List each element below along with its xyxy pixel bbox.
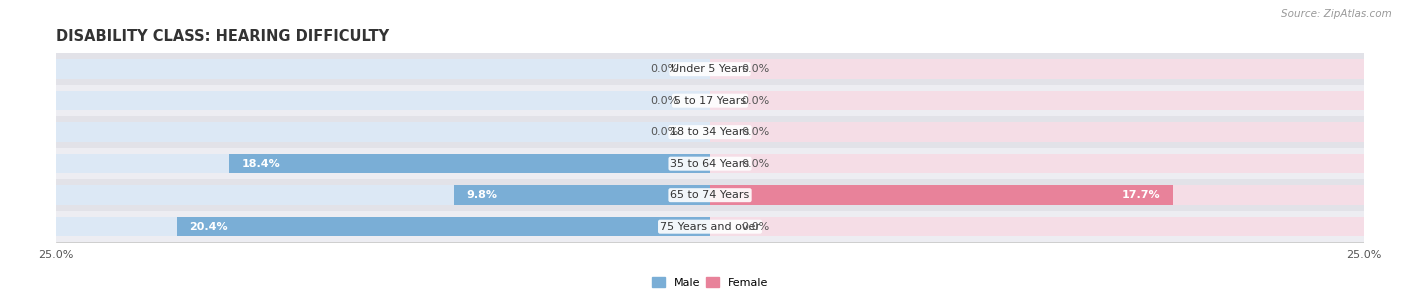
Text: DISABILITY CLASS: HEARING DIFFICULTY: DISABILITY CLASS: HEARING DIFFICULTY	[56, 29, 389, 44]
Bar	[56, 179, 1364, 211]
Bar	[56, 85, 1364, 117]
Text: 0.0%: 0.0%	[741, 159, 769, 169]
Text: 9.8%: 9.8%	[467, 190, 498, 200]
Text: 0.0%: 0.0%	[741, 222, 769, 232]
Text: 75 Years and over: 75 Years and over	[659, 222, 761, 232]
Bar	[229, 154, 710, 174]
Text: 0.0%: 0.0%	[651, 64, 679, 74]
Text: 17.7%: 17.7%	[1121, 190, 1160, 200]
Text: 0.0%: 0.0%	[651, 127, 679, 137]
Bar	[56, 122, 710, 142]
Legend: Male, Female: Male, Female	[647, 273, 773, 292]
Text: 18.4%: 18.4%	[242, 159, 281, 169]
Text: 20.4%: 20.4%	[190, 222, 228, 232]
Text: 0.0%: 0.0%	[651, 96, 679, 106]
Text: 18 to 34 Years: 18 to 34 Years	[671, 127, 749, 137]
Text: Source: ZipAtlas.com: Source: ZipAtlas.com	[1281, 9, 1392, 19]
Text: 0.0%: 0.0%	[741, 64, 769, 74]
Bar	[710, 122, 1364, 142]
Bar	[710, 185, 1364, 205]
Bar	[710, 59, 1364, 79]
Bar	[56, 185, 710, 205]
Bar	[454, 185, 710, 205]
Bar	[56, 117, 1364, 148]
Text: 0.0%: 0.0%	[741, 127, 769, 137]
Bar	[56, 91, 710, 110]
Bar	[56, 217, 710, 236]
Text: 35 to 64 Years: 35 to 64 Years	[671, 159, 749, 169]
Bar	[710, 154, 1364, 174]
Bar	[56, 59, 710, 79]
Bar	[56, 148, 1364, 179]
Bar	[56, 211, 1364, 242]
Text: 0.0%: 0.0%	[741, 96, 769, 106]
Bar	[710, 91, 1364, 110]
Text: Under 5 Years: Under 5 Years	[672, 64, 748, 74]
Bar	[56, 53, 1364, 85]
Text: 65 to 74 Years: 65 to 74 Years	[671, 190, 749, 200]
Bar	[710, 185, 1173, 205]
Bar	[177, 217, 710, 236]
Bar	[710, 217, 1364, 236]
Text: 5 to 17 Years: 5 to 17 Years	[673, 96, 747, 106]
Bar	[56, 154, 710, 174]
